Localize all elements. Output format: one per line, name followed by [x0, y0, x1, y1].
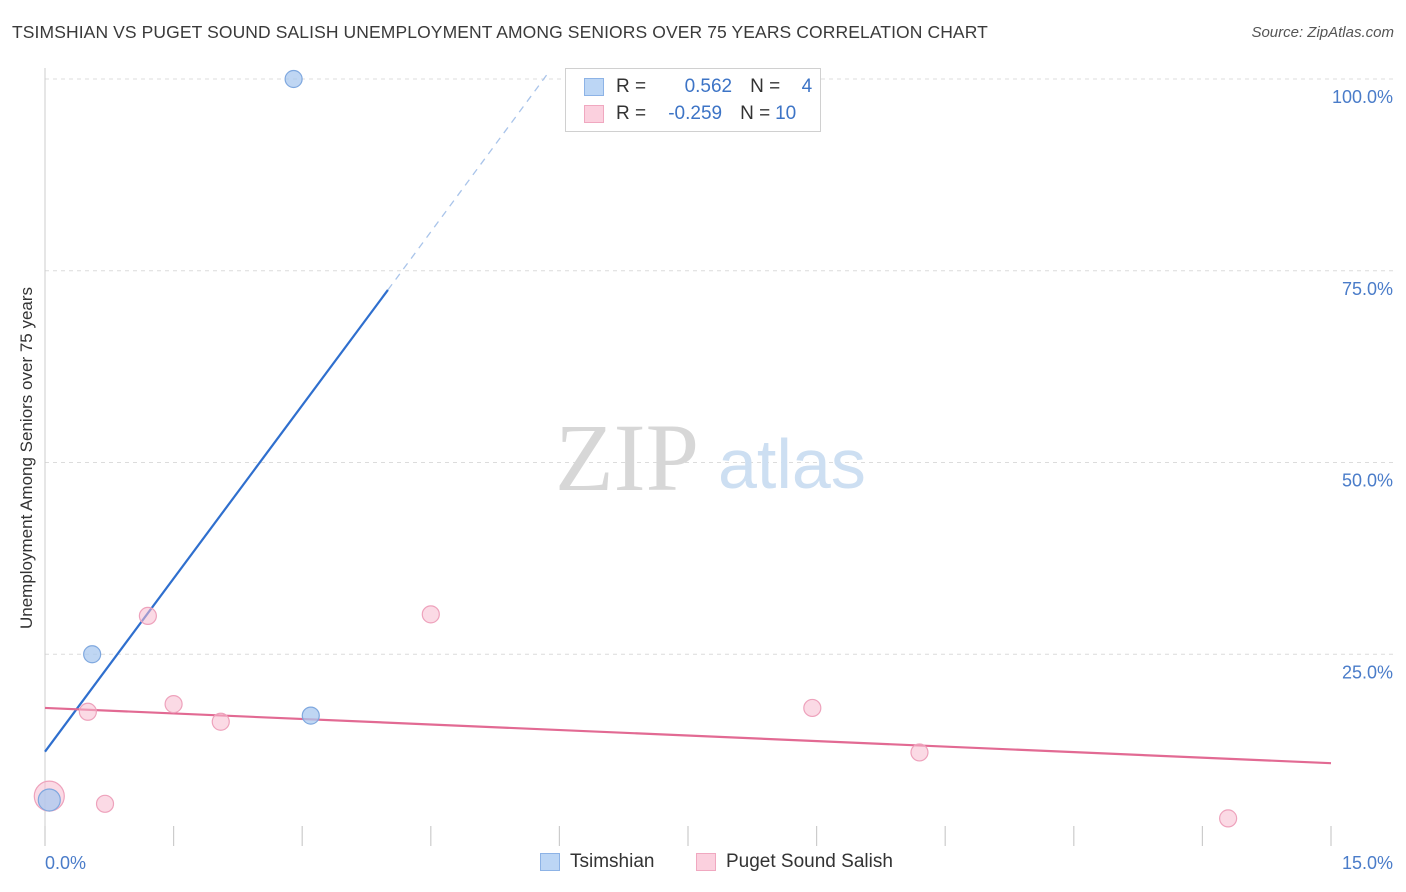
- source-label: Source: ZipAtlas.com: [1251, 24, 1394, 41]
- axes: [44, 68, 1332, 846]
- x-tick-label: 0.0%: [45, 853, 86, 873]
- puget-sound-salish-point: [164, 695, 183, 714]
- r-label: R =: [616, 103, 647, 124]
- puget-sound-salish-point: [95, 794, 115, 813]
- legend-label-puget-sound-salish: Puget Sound Salish: [726, 851, 893, 872]
- legend-swatch-tsimshian: [540, 853, 560, 871]
- stats-row-puget-sound-salish: R = -0.259 N = 10: [566, 101, 796, 127]
- puget-sound-salish-point: [421, 605, 440, 624]
- puget-sound-salish-swatch: [584, 105, 604, 123]
- puget-sound-salish-point: [138, 606, 157, 626]
- y-tick-label: 50.0%: [1342, 471, 1393, 491]
- data-points: [33, 69, 1238, 828]
- tsimshian-point: [37, 788, 61, 812]
- tsimshian-trend-extension: [387, 74, 548, 291]
- watermark-atlas: atlas: [718, 425, 866, 503]
- r-label: R =: [616, 76, 647, 97]
- watermark: ZIP atlas: [555, 404, 866, 511]
- y-tick-label: 100.0%: [1332, 87, 1393, 107]
- legend-label-tsimshian: Tsimshian: [570, 851, 655, 872]
- n-value-tsimshian: 4: [801, 76, 813, 97]
- n-label: N =: [750, 76, 781, 97]
- r-value-puget-sound-salish: -0.259: [668, 103, 723, 124]
- legend-item-puget-sound-salish: Puget Sound Salish: [696, 851, 893, 873]
- tsimshian-point: [284, 69, 303, 89]
- gridlines: [45, 78, 1393, 655]
- legend-item-tsimshian: Tsimshian: [540, 851, 654, 873]
- y-tick-label: 75.0%: [1342, 279, 1393, 299]
- puget-sound-salish-point: [910, 743, 929, 762]
- tsimshian-point: [301, 706, 320, 725]
- y-tick-labels: 25.0% 50.0% 75.0% 100.0%: [1332, 87, 1393, 682]
- r-value-tsimshian: 0.562: [684, 76, 733, 97]
- tsimshian-trend-line: [44, 289, 389, 753]
- legend-swatch-puget-sound-salish: [696, 853, 716, 871]
- puget-sound-salish-point: [78, 702, 97, 721]
- chart-title: TSIMSHIAN VS PUGET SOUND SALISH UNEMPLOY…: [12, 22, 988, 42]
- correlation-stats-box: R = 0.562 N = 4 R = -0.259 N = 10: [565, 68, 821, 132]
- tsimshian-point: [83, 645, 102, 664]
- y-tick-label: 25.0%: [1342, 662, 1393, 682]
- x-tick-labels: 0.0% 15.0%: [45, 853, 1393, 873]
- n-label: N =: [740, 103, 771, 124]
- x-tick-label: 15.0%: [1342, 853, 1393, 873]
- n-value-puget-sound-salish: 10: [775, 103, 797, 124]
- tsimshian-swatch: [584, 78, 604, 96]
- stats-row-tsimshian: R = 0.562 N = 4: [566, 74, 812, 100]
- puget-sound-salish-point: [803, 698, 822, 718]
- watermark-zip: ZIP: [555, 404, 699, 511]
- puget-sound-salish-trend-line: [44, 706, 1332, 765]
- trend-lines: [44, 74, 1332, 765]
- puget-sound-salish-point: [211, 712, 230, 731]
- puget-sound-salish-point: [1219, 809, 1238, 828]
